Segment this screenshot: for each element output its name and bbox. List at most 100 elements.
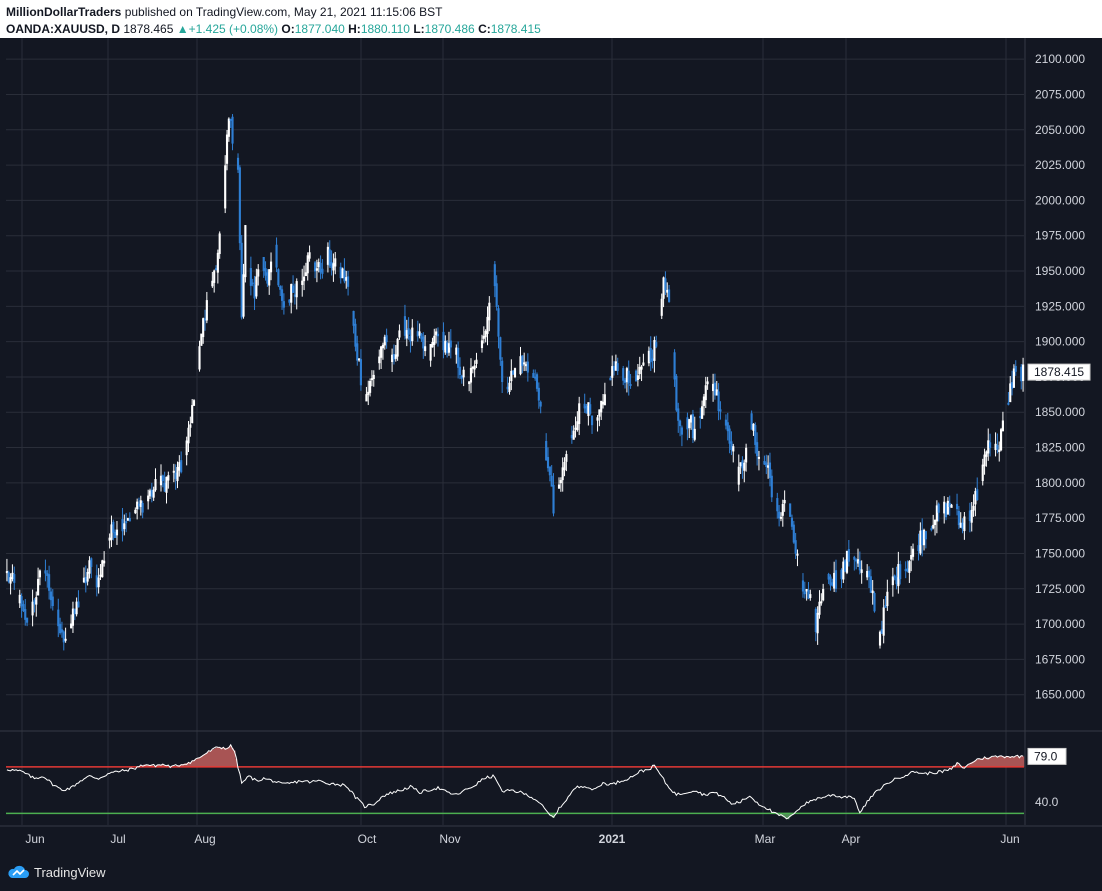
candle-up (563, 462, 566, 471)
candle-down (7, 572, 10, 582)
time-tick-label: Jul (110, 832, 125, 846)
candle-down (512, 370, 515, 375)
candle-down (180, 460, 183, 473)
candle-up (959, 522, 962, 528)
candle-down (521, 355, 524, 366)
candle-down (13, 574, 16, 583)
candle-down (84, 576, 87, 584)
candle-down (801, 580, 805, 592)
candle-down (137, 503, 141, 506)
candle-down (240, 242, 243, 318)
last-price-tag-label: 1878.415 (1034, 365, 1084, 379)
candle-down (948, 502, 951, 507)
candle-up (167, 475, 170, 481)
price-tick-label: 1750.000 (1035, 546, 1085, 560)
price-tick-label: 2100.000 (1035, 52, 1085, 66)
candle-up (513, 368, 517, 378)
candle-up (185, 440, 188, 456)
candle-down (827, 574, 830, 580)
candle-down (495, 283, 498, 307)
tradingview-cloud-icon[interactable] (6, 864, 30, 880)
candle-down (803, 591, 806, 595)
price-chart[interactable]: 1650.000 1675.000 1700.000 1725.000 1750.000… (0, 38, 1102, 853)
candle-down (754, 425, 757, 445)
candle-down (858, 560, 861, 571)
candle-up (745, 447, 748, 463)
candle-up (101, 560, 104, 578)
candle-down (90, 558, 93, 567)
symbol-name[interactable]: OANDA:XAUUSD, D (6, 22, 120, 36)
candle-up (572, 430, 575, 440)
candle-up (75, 601, 78, 615)
publish-header: MillionDollarTraders published on Tradin… (0, 0, 1102, 38)
footer: TradingView (0, 853, 1102, 891)
candle-up (383, 336, 386, 346)
candle-up (242, 274, 245, 317)
candle-up (198, 346, 201, 370)
candle-down (125, 521, 128, 524)
candle-up (378, 356, 381, 364)
candle-up (983, 454, 986, 467)
candle-up (908, 561, 911, 573)
candle-up (18, 594, 21, 604)
candle-down (546, 457, 550, 469)
candle-down (763, 460, 766, 465)
candle-up (932, 524, 935, 529)
candle-down (264, 268, 267, 276)
price-tick-label: 1900.000 (1035, 335, 1085, 349)
rsi-line (6, 743, 1024, 820)
candle-up (508, 382, 511, 392)
open-label: O: (281, 22, 295, 36)
candle-up (985, 451, 988, 457)
candle-down (583, 403, 586, 409)
candle-down (792, 524, 795, 543)
candle-up (779, 516, 783, 519)
candle-up (370, 378, 373, 381)
tradingview-brand[interactable]: TradingView (34, 865, 106, 880)
candle-down (756, 442, 759, 457)
candle-up (447, 343, 451, 353)
candle-down (713, 382, 717, 396)
price-tick-label: 1725.000 (1035, 582, 1085, 596)
candle-down (51, 596, 54, 607)
candle-up (860, 569, 863, 573)
price-tick-label: 1800.000 (1035, 476, 1085, 490)
close-value: 1878.415 (490, 22, 541, 36)
candle-down (539, 401, 542, 407)
price-change: +1.425 (+0.08%) (188, 22, 279, 36)
rsi-overbought-fill (137, 745, 1025, 767)
candle-down (150, 489, 153, 497)
time-tick-label: Jun (25, 832, 44, 846)
publisher-name[interactable]: MillionDollarTraders (6, 5, 122, 19)
open-value: 1877.040 (294, 22, 345, 36)
candle-up (822, 588, 825, 601)
candle-up (739, 462, 742, 467)
candle-up (471, 366, 474, 369)
candle-up (910, 554, 913, 560)
candle-down (895, 577, 898, 585)
candle-up (963, 516, 966, 532)
candle-down (622, 368, 625, 381)
price-tick-label: 2000.000 (1035, 193, 1085, 207)
candle-up (71, 608, 75, 626)
candle-down (814, 608, 817, 633)
candle-down (279, 286, 282, 290)
candle-up (134, 509, 137, 514)
candle-up (411, 327, 414, 342)
candle-up (510, 370, 513, 382)
candle-up (1022, 364, 1025, 381)
candle-up (152, 489, 155, 498)
candle-down (893, 575, 896, 578)
candle-up (424, 346, 427, 352)
candle-up (103, 560, 106, 564)
candle-down (649, 348, 652, 363)
candle-up (345, 277, 348, 281)
candle-up (192, 400, 196, 406)
candle-up (391, 354, 394, 362)
candle-up (88, 560, 91, 574)
candle-up (809, 594, 812, 598)
candle-down (22, 604, 25, 612)
candle-up (565, 454, 568, 462)
candle-down (422, 336, 425, 349)
candle-down (627, 370, 630, 384)
